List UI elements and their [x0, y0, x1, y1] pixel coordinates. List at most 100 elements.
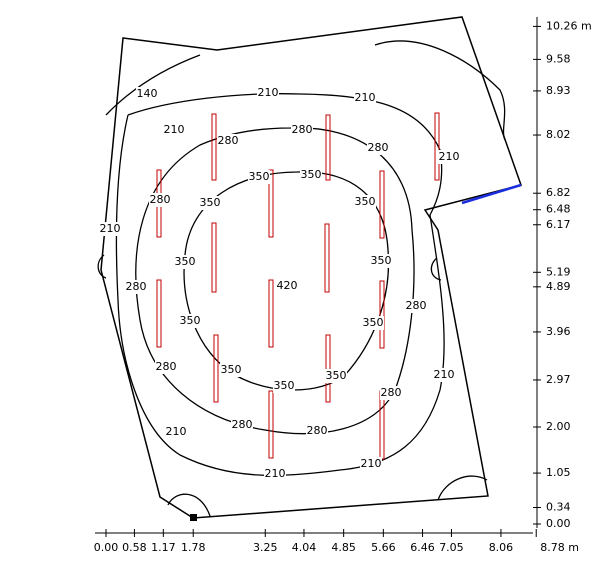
- label-bg: [248, 170, 270, 184]
- y-tick-label: 2.97: [546, 373, 571, 386]
- luminaire: [379, 170, 385, 239]
- contour-label: 350: [200, 196, 221, 209]
- label-bg: [165, 425, 187, 439]
- y-tick-label: 6.48: [546, 203, 571, 216]
- y-tick-label: 3.96: [546, 325, 571, 338]
- contour-label: 350: [249, 170, 270, 183]
- contour-label: 210: [434, 368, 455, 381]
- y-tick-label: 8.93: [546, 84, 571, 97]
- contour-label: 350: [221, 363, 242, 376]
- label-bg: [273, 379, 295, 393]
- label-bg: [325, 369, 347, 383]
- isoline-corner: [167, 493, 211, 517]
- label-bg: [433, 368, 455, 382]
- isoline-210: [115, 93, 445, 477]
- contour-label: 280: [232, 418, 253, 431]
- label-bg: [220, 363, 242, 377]
- x-tick-label: 8.78 m: [540, 541, 579, 554]
- luminaire: [325, 114, 331, 181]
- luminaire: [268, 390, 274, 459]
- label-bg: [163, 123, 185, 137]
- contour-label: 280: [156, 360, 177, 373]
- isoline-edge: [430, 257, 442, 281]
- label-bg: [300, 168, 322, 182]
- label-bg: [306, 424, 328, 438]
- x-tick-label: 3.25: [253, 541, 278, 554]
- label-bg: [405, 299, 427, 313]
- luminaire: [268, 169, 274, 238]
- luminaire: [379, 390, 385, 460]
- isoline-edge: [97, 254, 107, 279]
- y-tick-label: 0.00: [546, 517, 571, 530]
- contour-label: 280: [368, 141, 389, 154]
- y-tick-label: 1.05: [546, 466, 571, 479]
- label-bg: [354, 195, 376, 209]
- luminaire: [211, 113, 217, 181]
- contour-label: 210: [265, 467, 286, 480]
- label-bg: [291, 123, 313, 137]
- x-tick-label: 1.78: [181, 541, 206, 554]
- isoline-280: [135, 127, 415, 435]
- x-tick-label: 7.05: [439, 541, 464, 554]
- label-bg: [199, 196, 221, 210]
- contour-label: 350: [326, 369, 347, 382]
- contour-label: 350: [175, 255, 196, 268]
- x-tick-label: 0.58: [122, 541, 147, 554]
- label-bg: [155, 360, 177, 374]
- x-tick-label: 5.66: [371, 541, 396, 554]
- y-tick-label: 2.00: [546, 420, 571, 433]
- luminaire: [434, 112, 440, 181]
- origin-marker: [190, 514, 197, 521]
- contour-label: 210: [439, 150, 460, 163]
- contour-label: 350: [180, 314, 201, 327]
- contour-label: 210: [355, 91, 376, 104]
- contour-label: 420: [277, 279, 298, 292]
- label-bg: [276, 279, 298, 293]
- isoline-corner: [437, 475, 488, 501]
- room-outline: [100, 16, 522, 519]
- label-bg: [380, 386, 402, 400]
- contour-label: 350: [301, 168, 322, 181]
- x-tick-label: 4.85: [331, 541, 356, 554]
- label-bg: [136, 87, 158, 101]
- y-tick-label: 4.89: [546, 280, 571, 293]
- label-bg: [367, 141, 389, 155]
- contour-label: 280: [126, 280, 147, 293]
- luminaire: [211, 222, 217, 293]
- contour-label: 350: [274, 379, 295, 392]
- isoline-140: [374, 40, 506, 141]
- label-bg: [125, 280, 147, 294]
- luminaire: [325, 334, 331, 403]
- contour-label: 210: [258, 86, 279, 99]
- contour-label: 350: [355, 195, 376, 208]
- luminaire: [268, 279, 274, 348]
- label-bg: [354, 91, 376, 105]
- contour-label: 350: [363, 316, 384, 329]
- luminaire: [213, 334, 219, 403]
- label-bg: [438, 150, 460, 164]
- luminaire: [324, 223, 330, 293]
- y-tick-label: 9.58: [546, 52, 571, 65]
- label-bg: [179, 314, 201, 328]
- label-bg: [362, 316, 384, 330]
- x-tick-label: 8.06: [489, 541, 514, 554]
- y-tick-label: 6.82: [546, 186, 571, 199]
- label-bg: [370, 254, 392, 268]
- label-bg: [99, 222, 121, 236]
- label-bg: [264, 467, 286, 481]
- contour-label: 280: [218, 134, 239, 147]
- contour-label: 140: [137, 87, 158, 100]
- contour-label: 280: [406, 299, 427, 312]
- label-bg: [231, 418, 253, 432]
- luminaire: [379, 280, 385, 349]
- contour-label: 210: [164, 123, 185, 136]
- contour-label: 210: [361, 457, 382, 470]
- luminaire: [156, 279, 162, 348]
- x-tick-label: 1.17: [151, 541, 176, 554]
- window: [461, 183, 522, 205]
- isoline-140: [105, 54, 201, 116]
- label-bg: [174, 255, 196, 269]
- y-tick-label: 6.17: [546, 218, 571, 231]
- contour-label: 280: [307, 424, 328, 437]
